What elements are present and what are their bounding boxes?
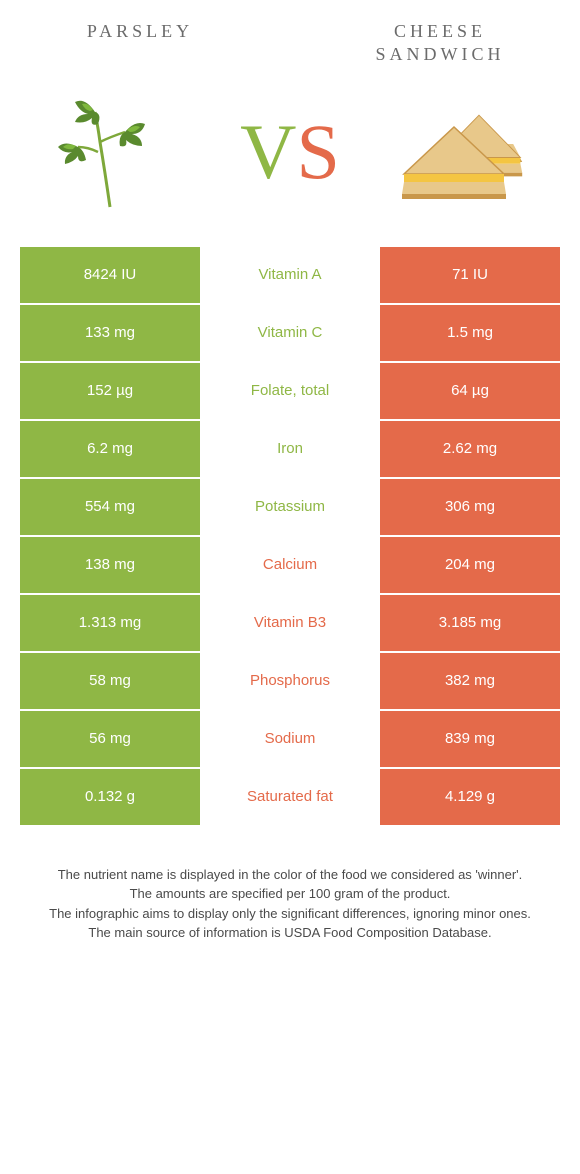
- cell-right: 839 mg: [380, 711, 560, 767]
- cell-nutrient: Vitamin B3: [200, 595, 380, 651]
- header: Parsley Cheese Sandwich: [0, 0, 580, 77]
- cell-right: 382 mg: [380, 653, 560, 709]
- header-left: Parsley: [40, 20, 240, 67]
- title-left: Parsley: [40, 20, 240, 43]
- cell-left: 1.313 mg: [20, 595, 200, 651]
- cell-left: 58 mg: [20, 653, 200, 709]
- cell-right: 3.185 mg: [380, 595, 560, 651]
- table-row: 554 mgPotassium306 mg: [20, 479, 560, 535]
- cell-nutrient: Vitamin C: [200, 305, 380, 361]
- cell-nutrient: Potassium: [200, 479, 380, 535]
- cell-nutrient: Sodium: [200, 711, 380, 767]
- parsley-icon: [40, 92, 180, 212]
- cell-left: 152 µg: [20, 363, 200, 419]
- cell-nutrient: Calcium: [200, 537, 380, 593]
- table-row: 138 mgCalcium204 mg: [20, 537, 560, 593]
- cell-left: 133 mg: [20, 305, 200, 361]
- cell-nutrient: Phosphorus: [200, 653, 380, 709]
- table-row: 58 mgPhosphorus382 mg: [20, 653, 560, 709]
- cell-left: 56 mg: [20, 711, 200, 767]
- cell-left: 554 mg: [20, 479, 200, 535]
- cell-nutrient: Iron: [200, 421, 380, 477]
- cell-right: 71 IU: [380, 247, 560, 303]
- footer-line: The infographic aims to display only the…: [20, 904, 560, 924]
- vs-label: VS: [240, 107, 340, 197]
- footer-line: The nutrient name is displayed in the co…: [20, 865, 560, 885]
- cell-nutrient: Saturated fat: [200, 769, 380, 825]
- table-row: 133 mgVitamin C1.5 mg: [20, 305, 560, 361]
- cell-left: 138 mg: [20, 537, 200, 593]
- cell-left: 6.2 mg: [20, 421, 200, 477]
- cell-right: 64 µg: [380, 363, 560, 419]
- cell-right: 1.5 mg: [380, 305, 560, 361]
- table-row: 0.132 gSaturated fat4.129 g: [20, 769, 560, 825]
- hero: VS: [0, 77, 580, 247]
- cell-left: 0.132 g: [20, 769, 200, 825]
- cell-nutrient: Vitamin A: [200, 247, 380, 303]
- table-row: 6.2 mgIron2.62 mg: [20, 421, 560, 477]
- sandwich-icon: [400, 92, 540, 212]
- cell-right: 2.62 mg: [380, 421, 560, 477]
- table-row: 152 µgFolate, total64 µg: [20, 363, 560, 419]
- footer: The nutrient name is displayed in the co…: [20, 865, 560, 943]
- vs-v: V: [240, 107, 296, 197]
- table-row: 1.313 mgVitamin B33.185 mg: [20, 595, 560, 651]
- cell-right: 204 mg: [380, 537, 560, 593]
- footer-line: The main source of information is USDA F…: [20, 923, 560, 943]
- comparison-table: 8424 IUVitamin A71 IU133 mgVitamin C1.5 …: [20, 247, 560, 825]
- title-right: Cheese Sandwich: [340, 20, 540, 67]
- table-row: 56 mgSodium839 mg: [20, 711, 560, 767]
- header-right: Cheese Sandwich: [340, 20, 540, 67]
- cell-left: 8424 IU: [20, 247, 200, 303]
- cell-right: 306 mg: [380, 479, 560, 535]
- cell-right: 4.129 g: [380, 769, 560, 825]
- table-row: 8424 IUVitamin A71 IU: [20, 247, 560, 303]
- vs-s: S: [296, 107, 339, 197]
- cell-nutrient: Folate, total: [200, 363, 380, 419]
- footer-line: The amounts are specified per 100 gram o…: [20, 884, 560, 904]
